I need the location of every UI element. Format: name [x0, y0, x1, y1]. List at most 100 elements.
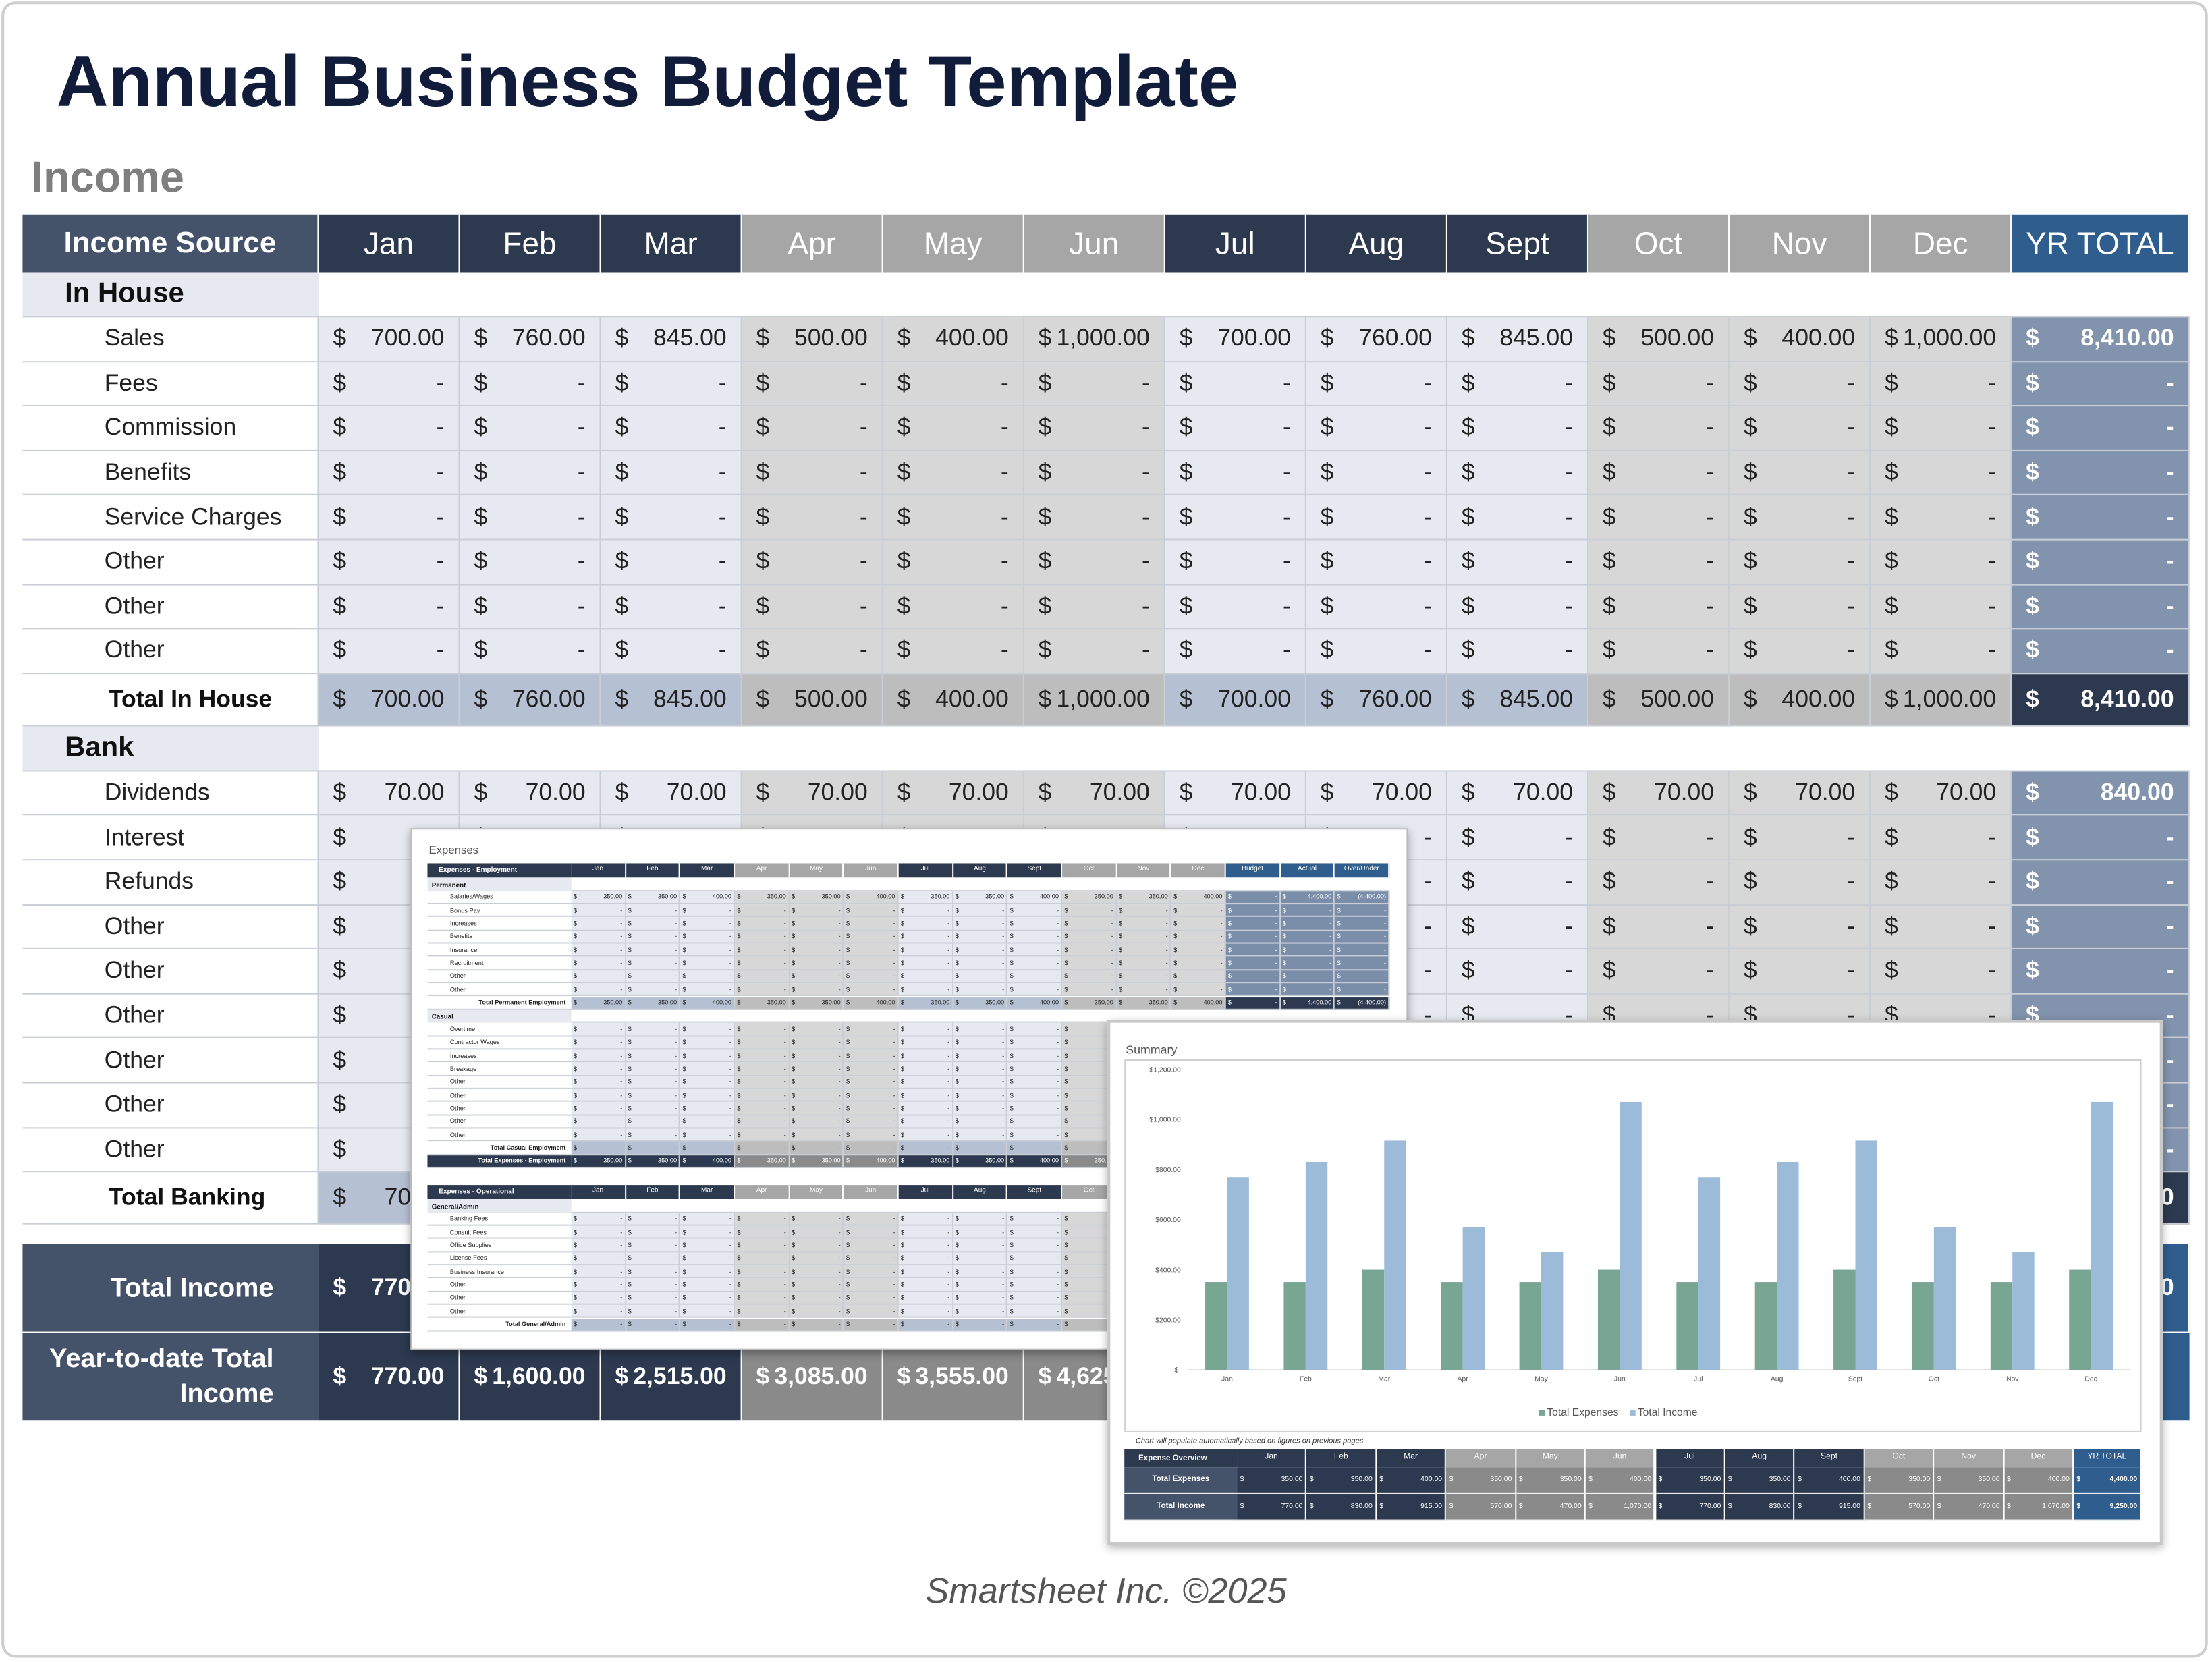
money-cell: $- [1335, 904, 1390, 918]
money-cell: $8,410.00 [2012, 673, 2190, 727]
amount: - [838, 920, 841, 927]
currency-symbol: $ [1658, 1475, 1663, 1485]
amount: - [1000, 636, 1009, 664]
money-cell: $- [1730, 949, 1871, 995]
amount: 350.00 [1094, 1157, 1113, 1165]
row-label: Other [22, 1083, 319, 1128]
amount: - [2165, 1001, 2174, 1029]
amount: - [620, 1241, 623, 1249]
money-cell: $- [1871, 540, 2012, 585]
money-cell: $- [883, 406, 1024, 451]
money-cell: $70.00 [1588, 771, 1730, 816]
currency-symbol: $ [756, 369, 770, 397]
currency-symbol: $ [900, 1038, 905, 1046]
amount: - [718, 592, 727, 619]
money-cell: $- [571, 1023, 626, 1036]
mini-header-cell: Aug [953, 863, 1008, 879]
currency-symbol: $ [1038, 414, 1052, 441]
amount: - [1275, 985, 1277, 993]
amount: 8,410.00 [2080, 685, 2174, 713]
currency-symbol: $ [792, 1281, 796, 1288]
amount: - [2165, 823, 2174, 850]
amount: - [1002, 1117, 1005, 1125]
money-cell: $- [1062, 983, 1117, 997]
currency-symbol: $ [1461, 592, 1475, 619]
currency-symbol: $ [1885, 685, 1898, 713]
currency-symbol: $ [1337, 985, 1341, 993]
amount: 4,400.00 [1307, 999, 1332, 1006]
money-cell: $- [953, 1252, 1008, 1266]
currency-symbol: $ [2026, 369, 2039, 397]
mini-row-label: Total Expenses - Employment [427, 1155, 572, 1169]
amount: - [1056, 1241, 1059, 1249]
chart-note: Chart will populate automatically based … [1135, 1437, 1364, 1446]
amount: 470.00 [1978, 1502, 2000, 1512]
money-cell: $- [460, 362, 601, 407]
amount: - [1275, 920, 1277, 927]
currency-symbol: $ [1743, 779, 1757, 806]
money-cell: $4,400.00 [1280, 891, 1335, 905]
money-cell: $- [1871, 362, 2012, 407]
mini-header-cell: YR TOTAL [2074, 1449, 2142, 1468]
amount: - [675, 1144, 678, 1151]
currency-symbol: $ [900, 1144, 905, 1151]
currency-symbol: $ [1743, 547, 1757, 575]
amount: 400.00 [1203, 999, 1223, 1006]
amount: - [2165, 1135, 2174, 1163]
currency-symbol: $ [955, 1025, 959, 1033]
amount: - [729, 1241, 731, 1249]
currency-symbol: $ [1010, 1025, 1014, 1033]
money-cell: $- [735, 1292, 790, 1306]
amount: - [1056, 1038, 1059, 1046]
mini-header-cell: Aug [953, 1185, 1008, 1200]
currency-symbol: $ [1337, 972, 1341, 980]
money-cell: $- [953, 1128, 1008, 1142]
amount: - [783, 920, 786, 927]
mini-row-label: Other [427, 983, 572, 997]
money-cell: $- [844, 1292, 899, 1306]
amount: - [859, 592, 868, 619]
amount: 350.00 [603, 1157, 623, 1165]
money-cell: $- [742, 584, 883, 630]
currency-symbol: $ [615, 547, 629, 575]
currency-symbol: $ [1179, 503, 1193, 530]
money-cell: $- [1024, 584, 1165, 630]
amount: 350.00 [1281, 1475, 1303, 1485]
amount: - [783, 1215, 786, 1223]
amount: - [947, 959, 950, 967]
money-cell: $- [844, 1128, 899, 1142]
money-cell: $- [1871, 860, 2012, 906]
money-cell: $- [319, 451, 460, 496]
money-cell: $- [626, 970, 681, 984]
amount: 570.00 [1908, 1502, 1931, 1512]
currency-symbol: $ [846, 933, 850, 941]
money-cell: $- [742, 406, 883, 451]
header-cell: Feb [460, 214, 601, 273]
currency-symbol: $ [792, 1228, 796, 1236]
money-cell: $400.00 [1171, 997, 1226, 1010]
money-cell: $- [735, 1278, 790, 1292]
money-cell: $- [735, 1023, 790, 1036]
money-cell: $- [680, 1252, 736, 1266]
amount: - [1141, 369, 1150, 397]
money-cell: $- [1730, 860, 1871, 906]
money-cell: $- [680, 1062, 736, 1076]
amount: - [729, 972, 731, 980]
amount: - [947, 1254, 950, 1262]
amount: - [1056, 1267, 1059, 1275]
amount: - [893, 1104, 895, 1112]
amount: 570.00 [1490, 1502, 1512, 1512]
amount: - [436, 503, 445, 530]
money-cell: $- [1447, 584, 1589, 630]
currency-symbol: $ [628, 1228, 632, 1236]
currency-symbol: $ [573, 1144, 577, 1151]
money-cell: $- [735, 983, 790, 997]
money-cell: $- [1447, 451, 1589, 496]
currency-symbol: $ [756, 325, 770, 352]
money-cell: $- [735, 1102, 790, 1115]
currency-symbol: $ [628, 1104, 632, 1112]
currency-symbol: $ [682, 1307, 686, 1315]
amount: - [1706, 503, 1715, 530]
money-cell: $- [680, 1318, 736, 1332]
currency-symbol: $ [846, 1051, 850, 1059]
